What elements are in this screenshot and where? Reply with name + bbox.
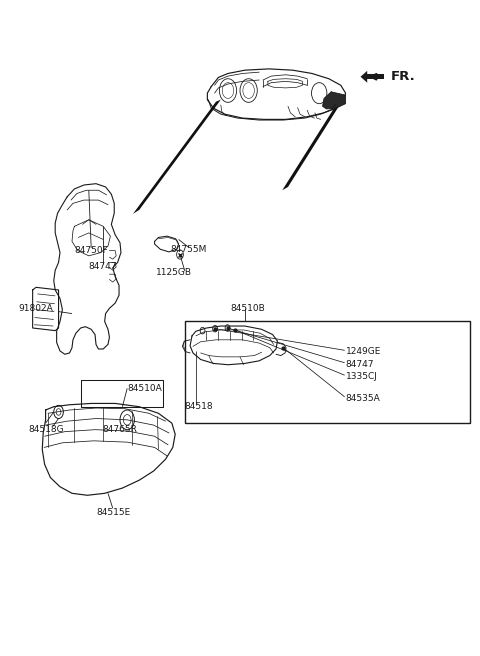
Text: 1125GB: 1125GB (156, 268, 192, 277)
Text: 84518G: 84518G (29, 425, 64, 434)
Polygon shape (323, 92, 346, 109)
Text: 91802A: 91802A (18, 304, 53, 313)
Text: 84747: 84747 (346, 359, 374, 369)
Polygon shape (360, 71, 367, 83)
Text: 84515E: 84515E (96, 508, 130, 518)
Text: 84755M: 84755M (170, 245, 207, 254)
Polygon shape (133, 100, 221, 214)
Polygon shape (366, 74, 384, 79)
Text: FR.: FR. (391, 70, 416, 83)
Text: 84750F: 84750F (74, 246, 108, 255)
Text: 84747: 84747 (89, 262, 117, 272)
Text: 84510B: 84510B (230, 304, 265, 313)
Text: 84510A: 84510A (127, 384, 162, 393)
Text: 84765R: 84765R (102, 425, 137, 434)
Text: 84518: 84518 (185, 402, 214, 411)
Text: 1335CJ: 1335CJ (346, 372, 377, 381)
Text: 84535A: 84535A (346, 394, 380, 403)
Polygon shape (282, 106, 339, 190)
FancyBboxPatch shape (185, 321, 470, 423)
Text: 1249GE: 1249GE (346, 347, 381, 356)
